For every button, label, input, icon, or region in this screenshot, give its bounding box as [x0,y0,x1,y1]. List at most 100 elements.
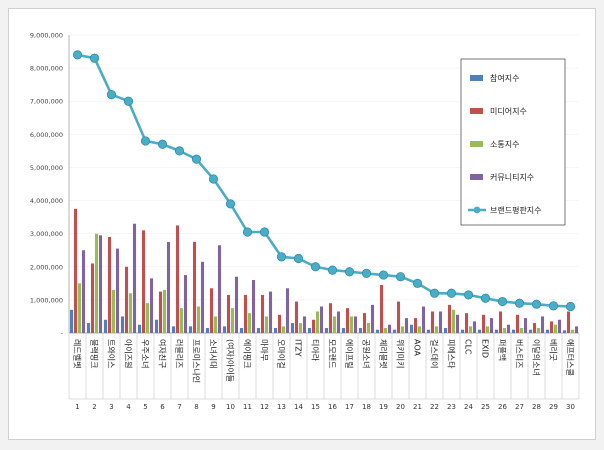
x-category-label: 이달의소녀 [532,339,542,376]
x-index-label: 19 [379,403,388,411]
x-category-label: 모모랜드 [328,339,338,368]
bar-3-21 [417,326,422,333]
bar-2-26 [498,311,503,333]
bar-3-24 [468,326,473,333]
bar-3-28 [536,328,541,333]
bar-4-11 [251,280,256,333]
bar-1-23 [443,328,448,333]
bar-2-17 [345,308,350,333]
bar-2-14 [294,301,299,333]
bar-2-27 [515,314,520,333]
bar-1-13 [273,328,278,333]
bar-1-4 [120,316,125,333]
bar-1-27 [511,329,516,333]
brand-index-point-9 [208,174,219,184]
x-category-label: 에이프릴 [345,339,355,368]
bar-2-9 [209,288,214,333]
bar-1-25 [477,329,482,333]
x-category-label: AOA [413,339,422,356]
x-category-label: CLC [464,339,473,355]
bar-3-4 [128,293,133,333]
x-index-label: 26 [498,403,507,411]
bar-3-27 [519,328,524,333]
bar-2-22 [430,311,435,333]
legend-swatch-4 [470,174,483,180]
brand-index-point-5 [140,136,151,146]
bar-2-13 [277,314,282,333]
x-category-label: 베리굿 [549,339,558,361]
bar-3-30 [570,329,575,333]
x-index-label: 28 [532,403,541,411]
bar-3-3 [111,289,116,333]
x-index-label: 20 [396,403,405,411]
bar-2-4 [124,266,129,333]
bar-1-17 [341,328,346,333]
brand-index-point-28 [531,299,542,309]
bar-2-11 [243,294,248,333]
brand-index-point-21 [412,278,423,288]
brand-index-point-18 [361,268,372,278]
bar-2-28 [532,323,537,333]
bar-2-2 [90,263,95,333]
x-category-label: 걸스데이 [430,339,440,368]
bar-3-6 [162,289,167,333]
bar-1-10 [222,326,227,333]
x-category-label: 여자친구 [158,339,168,368]
brand-reputation-chart: - 1,000,000 2,000,000 3,000,000 4,000,000 5,0… [30,32,580,411]
bar-4-16 [336,311,341,333]
bar-3-22 [434,326,439,333]
bar-2-15 [311,319,316,333]
bar-1-7 [171,326,176,333]
x-category-label: 피에스타 [447,339,456,369]
brand-index-point-19 [378,270,389,280]
bar-4-18 [370,304,375,333]
brand-index-point-25 [480,293,491,303]
bar-2-7 [175,225,180,333]
brand-index-point-1 [72,50,83,60]
x-index-label: 23 [447,403,456,411]
bar-3-19 [383,328,388,333]
x-category-label: 티아라 [311,339,321,362]
y-tick-label: 5,000,000 [30,164,63,172]
brand-index-point-30 [565,301,576,312]
bar-1-22 [426,329,431,333]
bar-4-14 [302,316,307,333]
bar-4-26 [506,324,511,333]
bar-1-14 [290,323,295,333]
x-index-label: 30 [566,403,575,411]
bar-1-21 [409,324,414,333]
bar-2-10 [226,294,231,333]
x-index-label: 27 [515,403,524,411]
brand-index-point-26 [497,296,508,307]
x-index-label: 22 [430,403,439,411]
bar-3-7 [179,308,184,333]
bar-1-26 [494,329,499,333]
legend-label-2: 미디어지수 [490,106,527,116]
bar-4-29 [557,319,562,333]
bar-1-9 [205,328,210,333]
bar-4-22 [438,311,443,333]
x-index-label: 24 [464,403,473,411]
chart-card: - 1,000,000 2,000,000 3,000,000 4,000,000 5,0… [8,8,596,440]
bar-1-5 [137,324,142,333]
bar-2-1 [73,208,78,333]
bar-3-8 [196,306,201,333]
bar-1-19 [375,329,380,333]
brand-index-point-4 [123,96,134,106]
bar-3-23 [451,309,456,333]
x-category-label: (여자)아이들 [226,339,236,382]
brand-index-point-27 [514,298,525,308]
x-index-label: 15 [311,403,320,411]
y-tick-label: 6,000,000 [30,131,63,139]
x-index-label: 9 [211,403,215,411]
x-category-label: 소녀시대 [209,339,218,368]
bar-4-3 [115,248,120,333]
bar-4-25 [489,318,494,333]
x-category-label: 오마이걸 [277,339,287,368]
x-index-label: 6 [160,403,165,411]
bar-1-12 [256,328,261,333]
brand-index-point-7 [174,146,185,156]
bar-2-12 [260,294,265,333]
bar-2-8 [192,241,197,333]
